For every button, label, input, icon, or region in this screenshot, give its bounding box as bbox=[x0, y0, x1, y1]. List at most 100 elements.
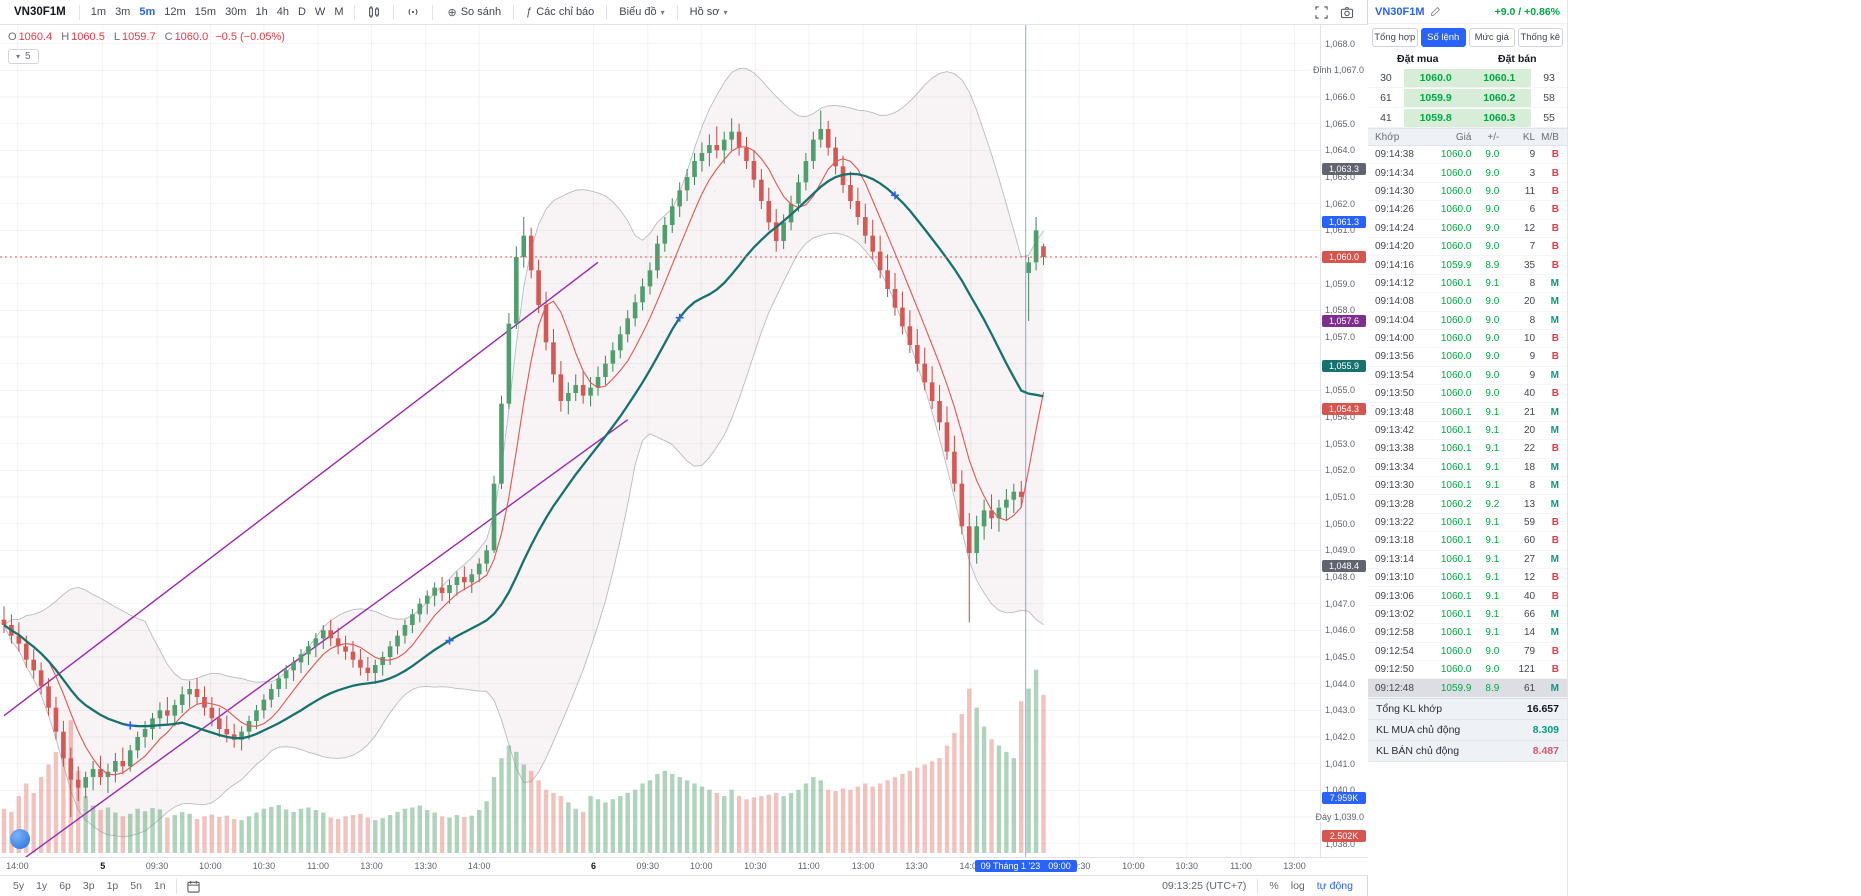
trade-row[interactable]: 09:13:22 1060.1 9.1 59 B bbox=[1368, 514, 1567, 533]
percent-scale-button[interactable]: % bbox=[1269, 880, 1279, 892]
trade-row[interactable]: 09:14:38 1060.0 9.0 9 B bbox=[1368, 146, 1567, 165]
orderbook-row: 61 1059.9 1060.2 58 bbox=[1368, 88, 1567, 108]
bid-price[interactable]: 1059.9 bbox=[1403, 88, 1468, 107]
waveform-icon[interactable] bbox=[401, 3, 425, 21]
tool-hồ-sơ[interactable]: Hồ sơ ▾ bbox=[689, 6, 728, 18]
candlestick-chart-type-icon[interactable] bbox=[362, 3, 386, 21]
tab-mức-giá[interactable]: Mức giá bbox=[1469, 28, 1515, 47]
trade-row[interactable]: 09:13:56 1060.0 9.0 9 B bbox=[1368, 348, 1567, 367]
range-5y[interactable]: 5y bbox=[13, 880, 25, 892]
trade-row[interactable]: 09:14:00 1060.0 9.0 10 B bbox=[1368, 330, 1567, 349]
trade-row[interactable]: 09:13:02 1060.1 9.1 66 M bbox=[1368, 606, 1567, 625]
orderbook-row: 30 1060.0 1060.1 93 bbox=[1368, 68, 1567, 88]
log-scale-button[interactable]: log bbox=[1290, 880, 1305, 892]
price-tick: 1,058.0 bbox=[1325, 305, 1356, 316]
tool-các-chỉ-báo[interactable]: ƒ Các chỉ báo bbox=[526, 6, 595, 18]
trade-row[interactable]: 09:14:20 1060.0 9.0 7 B bbox=[1368, 238, 1567, 257]
time-axis[interactable]: 14:00 5 09:30 10:00 10:30 11:00 13:00 13:30 14:0… bbox=[0, 857, 1368, 875]
separator bbox=[78, 4, 80, 20]
trade-row[interactable]: 09:13:30 1060.1 9.1 8 M bbox=[1368, 477, 1567, 496]
trade-time: 09:14:20 bbox=[1375, 241, 1414, 253]
trade-row[interactable]: 09:13:42 1060.1 9.1 20 M bbox=[1368, 422, 1567, 441]
high-value: 1060.5 bbox=[71, 31, 105, 43]
tab-thống-kê[interactable]: Thống kê bbox=[1517, 28, 1563, 47]
auto-scale-button[interactable]: tự động bbox=[1316, 880, 1353, 892]
ask-price[interactable]: 1060.2 bbox=[1467, 88, 1532, 107]
price-tick: 1,038.0 bbox=[1325, 838, 1356, 849]
tool-so-sánh[interactable]: ⊕ So sánh bbox=[447, 6, 502, 19]
price-tick: 1,066.0 bbox=[1325, 92, 1356, 102]
symbol-name[interactable]: VN30F1M bbox=[14, 6, 66, 18]
trade-row[interactable]: 09:13:38 1060.1 9.1 22 B bbox=[1368, 440, 1567, 459]
trade-volume: 27 bbox=[1524, 553, 1536, 565]
timeframe-W[interactable]: W bbox=[314, 6, 326, 18]
trade-time: 09:12:58 bbox=[1375, 627, 1414, 639]
trade-row[interactable]: 09:13:18 1060.1 9.1 60 B bbox=[1368, 532, 1567, 551]
trade-time: 09:13:14 bbox=[1375, 553, 1414, 565]
trade-price: 1060.1 bbox=[1440, 572, 1472, 584]
price-axis[interactable]: 1,038.01,039.01,040.01,041.01,042.01,043… bbox=[1310, 25, 1368, 857]
trade-row[interactable]: 09:14:12 1060.1 9.1 8 M bbox=[1368, 275, 1567, 294]
time-tick: 14:00 bbox=[467, 861, 491, 871]
tab-tổng-hợp[interactable]: Tổng hợp bbox=[1372, 28, 1418, 47]
trade-price: 1060.0 bbox=[1440, 241, 1472, 253]
trade-row[interactable]: 09:12:58 1060.1 9.1 14 M bbox=[1368, 624, 1567, 643]
timeframe-M[interactable]: M bbox=[334, 6, 344, 18]
edit-icon[interactable] bbox=[1430, 6, 1441, 17]
trade-row[interactable]: 09:12:48 1059.9 8.9 61 M bbox=[1368, 679, 1567, 698]
panel-symbol-wrap[interactable]: VN30F1M bbox=[1375, 6, 1441, 18]
timeframe-1m[interactable]: 1m bbox=[90, 6, 107, 18]
trade-row[interactable]: 09:14:26 1060.0 9.0 6 B bbox=[1368, 201, 1567, 220]
trade-row[interactable]: 09:14:16 1059.9 8.9 35 B bbox=[1368, 256, 1567, 275]
trade-row[interactable]: 09:13:34 1060.1 9.1 18 M bbox=[1368, 459, 1567, 478]
camera-icon[interactable] bbox=[1335, 4, 1359, 21]
indicators-collapse-chip[interactable]: ▾ 5 bbox=[8, 49, 39, 64]
ask-price[interactable]: 1060.1 bbox=[1467, 68, 1532, 87]
timeframe-5m[interactable]: 5m bbox=[139, 6, 156, 18]
trade-side: M bbox=[1550, 406, 1559, 418]
range-3p[interactable]: 3p bbox=[82, 880, 95, 892]
trade-volume: 9 bbox=[1529, 351, 1536, 363]
timeframe-4h[interactable]: 4h bbox=[276, 6, 289, 18]
trade-row[interactable]: 09:13:10 1060.1 9.1 12 B bbox=[1368, 569, 1567, 588]
trade-row[interactable]: 09:13:28 1060.2 9.2 13 M bbox=[1368, 495, 1567, 514]
timeframe-30m[interactable]: 30m bbox=[225, 6, 247, 18]
summary-value: 8.309 bbox=[1532, 723, 1559, 736]
timeframe-D[interactable]: D bbox=[297, 6, 306, 18]
timeframe-15m[interactable]: 15m bbox=[194, 6, 217, 18]
trade-time: 09:13:48 bbox=[1375, 406, 1414, 418]
timeframe-12m[interactable]: 12m bbox=[164, 6, 186, 18]
range-1n[interactable]: 1n bbox=[153, 880, 166, 892]
trade-row[interactable]: 09:12:50 1060.0 9.0 121 B bbox=[1368, 661, 1567, 680]
trade-row[interactable]: 09:13:50 1060.0 9.0 40 B bbox=[1368, 385, 1567, 404]
range-1y[interactable]: 1y bbox=[36, 880, 48, 892]
trade-row[interactable]: 09:14:24 1060.0 9.0 12 B bbox=[1368, 220, 1567, 238]
timeframe-3m[interactable]: 3m bbox=[115, 6, 131, 18]
fullscreen-icon[interactable] bbox=[1310, 4, 1333, 21]
trade-side: M bbox=[1550, 682, 1559, 694]
trade-row[interactable]: 09:13:06 1060.1 9.1 40 B bbox=[1368, 587, 1567, 606]
price-tick: 1,046.0 bbox=[1325, 625, 1356, 636]
trade-change: 9.0 bbox=[1485, 167, 1500, 179]
tool-biểu-đồ[interactable]: Biểu đồ ▾ bbox=[619, 6, 665, 18]
trade-row[interactable]: 09:12:54 1060.0 9.0 79 B bbox=[1368, 643, 1567, 661]
trade-row[interactable]: 09:14:04 1060.0 9.0 8 M bbox=[1368, 312, 1567, 330]
tab-số-lệnh[interactable]: Số lệnh bbox=[1420, 28, 1466, 47]
price-chart-canvas[interactable] bbox=[0, 25, 1320, 857]
calendar-icon[interactable] bbox=[182, 878, 205, 895]
range-6p[interactable]: 6p bbox=[59, 880, 71, 892]
bid-price[interactable]: 1060.0 bbox=[1403, 68, 1468, 87]
trade-row[interactable]: 09:14:08 1060.0 9.0 20 M bbox=[1368, 293, 1567, 312]
trade-row[interactable]: 09:13:54 1060.0 9.0 9 M bbox=[1368, 367, 1567, 386]
trade-row[interactable]: 09:13:14 1060.1 9.1 27 M bbox=[1368, 551, 1567, 569]
trade-row[interactable]: 09:13:48 1060.1 9.1 21 M bbox=[1368, 403, 1567, 422]
range-5n[interactable]: 5n bbox=[130, 880, 142, 892]
trade-change: 9.1 bbox=[1485, 406, 1500, 418]
range-1p[interactable]: 1p bbox=[106, 880, 119, 892]
trade-row[interactable]: 09:14:34 1060.0 9.0 3 B bbox=[1368, 164, 1567, 183]
ask-price[interactable]: 1060.3 bbox=[1467, 108, 1532, 127]
trade-row[interactable]: 09:14:30 1060.0 9.0 11 B bbox=[1368, 183, 1567, 202]
bid-price[interactable]: 1059.8 bbox=[1403, 108, 1468, 127]
timeframe-1h[interactable]: 1h bbox=[255, 6, 268, 18]
clock[interactable]: 09:13:25 (UTC+7) bbox=[1162, 880, 1247, 892]
